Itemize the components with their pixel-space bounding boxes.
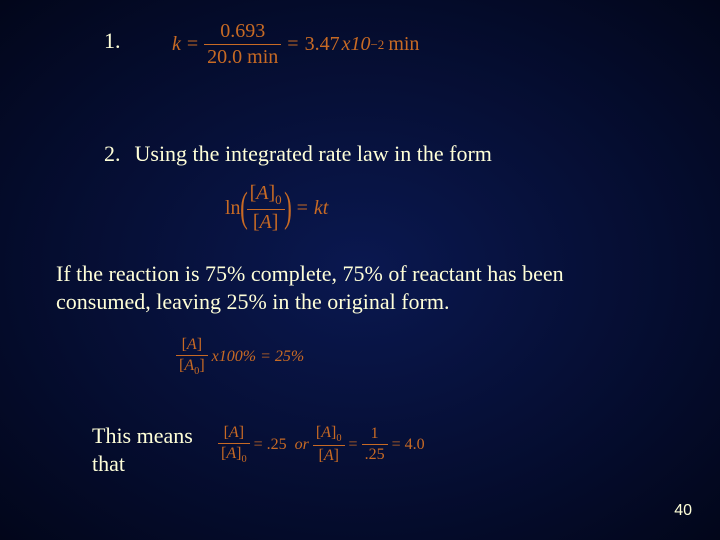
eq2-rhs: kt bbox=[314, 197, 328, 220]
eq2-frac-top: [A]0 bbox=[247, 182, 285, 208]
eq2-equals: = bbox=[297, 197, 308, 220]
eq4-eq3: = 4.0 bbox=[392, 436, 425, 454]
eq1-val: 3.47 bbox=[305, 33, 340, 56]
para2-line1: This means bbox=[92, 422, 193, 450]
para2-line2: that bbox=[92, 450, 193, 478]
item-2-row: 2. Using the integrated rate law in the … bbox=[104, 140, 492, 168]
item-1-row: 1. bbox=[104, 28, 121, 54]
equation-1: k = 0.693 20.0 min = 3.47 x10 −2 min bbox=[172, 20, 419, 69]
eq1-frac-bot: 20.0 min bbox=[204, 46, 281, 69]
eq4-or: or bbox=[295, 436, 309, 454]
eq1-x10: x10 bbox=[342, 33, 371, 56]
eq4-frac3: 1 .25 bbox=[362, 425, 388, 464]
eq1-fraction: 0.693 20.0 min bbox=[204, 20, 281, 69]
item-2-text: Using the integrated rate law in the for… bbox=[135, 140, 492, 168]
eq1-frac-top: 0.693 bbox=[204, 20, 281, 43]
eq3-rest: x100% = 25% bbox=[212, 348, 305, 366]
eq4-eq2a: = bbox=[349, 436, 358, 454]
eq4-frac1: [A] [A]0 bbox=[218, 424, 250, 465]
para1-line2: consumed, leaving 25% in the original fo… bbox=[56, 288, 564, 316]
item-2-label: 2. bbox=[104, 141, 121, 167]
equation-2: ln ( [A]0 [A] ) = kt bbox=[225, 182, 328, 234]
eq3-top: [A] bbox=[176, 336, 208, 354]
equation-4: [A] [A]0 = .25 or [A]0 [A] = 1 .25 = 4.0 bbox=[218, 424, 425, 465]
eq4-eq1: = .25 bbox=[254, 436, 287, 454]
eq1-lhs: k bbox=[172, 33, 181, 56]
slide: 1. k = 0.693 20.0 min = 3.47 x10 −2 min … bbox=[0, 0, 720, 540]
paragraph-1: If the reaction is 75% complete, 75% of … bbox=[56, 260, 564, 315]
eq3-fraction: [A] [A0] bbox=[176, 336, 208, 377]
eq2-frac-bot: [A] bbox=[247, 211, 285, 234]
item-1-label: 1. bbox=[104, 28, 121, 54]
eq2-ln: ln bbox=[225, 197, 241, 220]
eq4-frac2: [A]0 [A] bbox=[313, 424, 345, 465]
para1-line1: If the reaction is 75% complete, 75% of … bbox=[56, 260, 564, 288]
eq2-rparen: ) bbox=[284, 187, 292, 229]
eq1-equals-1: = bbox=[187, 33, 198, 56]
slide-number: 40 bbox=[674, 502, 692, 520]
eq2-fraction: [A]0 [A] bbox=[247, 182, 285, 234]
eq1-exp: −2 bbox=[370, 37, 384, 53]
equation-3: [A] [A0] x100% = 25% bbox=[176, 336, 304, 377]
eq2-lparen: ( bbox=[240, 187, 248, 229]
paragraph-2: This means that bbox=[92, 422, 193, 477]
eq3-bot: [A0] bbox=[176, 357, 208, 377]
eq1-equals-2: = bbox=[287, 33, 298, 56]
eq1-unit: min bbox=[388, 33, 419, 56]
